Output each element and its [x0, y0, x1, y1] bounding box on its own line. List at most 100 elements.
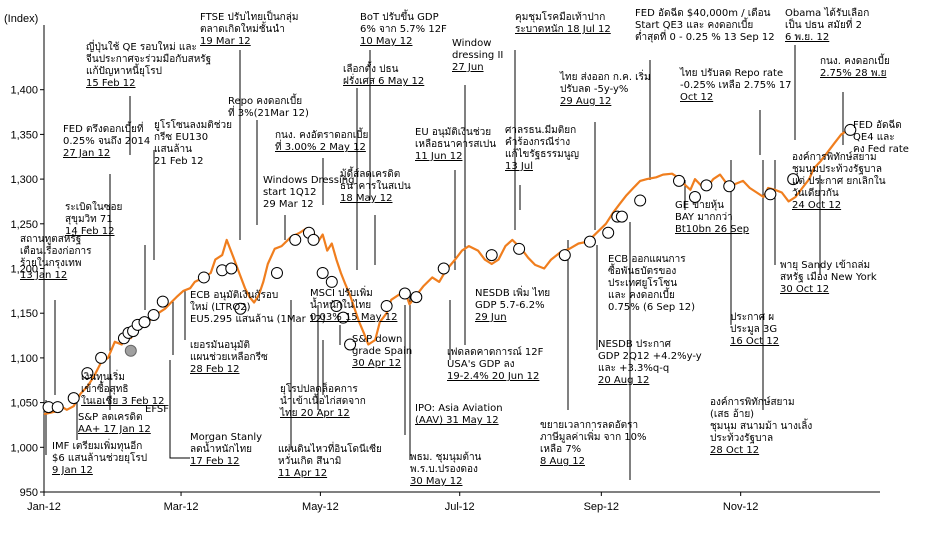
annotation-line: (AAV) 31 May 12: [415, 415, 499, 426]
event-marker: [700, 179, 713, 192]
annotation-line: 6 พ.ย. 12: [785, 32, 829, 43]
event-marker: [764, 188, 777, 201]
annotation-line: แก้ปัญหาหนี้ยุโรป: [86, 63, 162, 77]
annotation-line: ที่ 3%(21Mar 12): [228, 105, 309, 119]
annotation-line: EU5.295 แสนล้าน (1Mar 12): [190, 313, 326, 325]
annotation-line: คุมชุมโรคมือเท้าปาก: [515, 10, 605, 23]
y-tick-label: 1,200: [10, 264, 38, 276]
annotation-line: ยูโรโซนลงมติช่วย: [154, 118, 232, 131]
event-marker: [225, 262, 238, 275]
annotation-line: ไทย ส่งออก ก.ค. เริ่ม: [559, 69, 651, 83]
annotation-line: 29 Jun: [475, 312, 507, 323]
annotation-line: GE ขายหุ้น: [675, 199, 724, 211]
annotation-line: แก้ไขรัฐธรรมนูญ: [505, 148, 579, 160]
event-marker: [844, 123, 857, 136]
event-marker: [51, 401, 64, 414]
annotation-line: องค์การพิทักษ์สยาม: [792, 151, 877, 163]
annotation-line: ไทย 20 Apr 12: [279, 407, 350, 419]
event-marker: [330, 300, 343, 313]
annotation-line: ยุโรปปลดล็อคการ: [280, 381, 358, 395]
y-tick-label: 1,250: [10, 219, 38, 231]
y-tick-label: 1,050: [10, 398, 38, 410]
annotation-line: เงินทุนเริ่ม: [81, 369, 125, 383]
y-tick-label: 1,400: [10, 85, 38, 97]
annotation-line: เข้าซื้อสุทธิ: [81, 381, 128, 395]
annotation-line: 13 Jan 12: [20, 270, 67, 281]
event-marker: [138, 316, 151, 329]
event-annotation: IPO: Asia Aviation(AAV) 31 May 12: [415, 403, 503, 426]
annotation-line: สุขุมวิท 71: [65, 214, 113, 225]
annotation-line: ศาลรธน.มีมติยก: [505, 124, 576, 136]
event-marker: [81, 367, 94, 380]
x-tick-label: Mar-12: [164, 501, 199, 513]
event-marker: [602, 226, 615, 239]
annotation-leader-lines: [45, 45, 844, 480]
y-tick-label: 950: [20, 487, 38, 499]
event-marker: [787, 173, 800, 186]
event-markers: [42, 123, 857, 414]
event-annotation: ศาลรธน.มีมติยกคำร้องกรณีร่างแก้ไขรัฐธรรม…: [505, 124, 579, 172]
event-marker: [380, 300, 393, 313]
event-annotation: ไทย ส่งออก ก.ค. เริ่มปรับลด -5y-y%29 Aug…: [559, 69, 651, 107]
annotation-line: พายุ Sandy เข้าถล่ม: [780, 259, 870, 271]
annotation-line: 14 Feb 12: [65, 226, 115, 237]
annotation-line: และ +3.3%q-q: [598, 363, 669, 374]
annotation-line: เตือนเรื่องก่อการ: [20, 243, 92, 257]
annotation-line: 29 Mar 12: [263, 199, 314, 210]
annotation-line: 8 Aug 12: [540, 456, 585, 467]
y-tick-label: 1,350: [10, 129, 38, 141]
annotation-line: ระบาดหนัก 18 Jul 12: [515, 24, 611, 35]
event-marker: [437, 262, 450, 275]
annotation-line: 16 Oct 12: [730, 336, 779, 347]
x-tick-label: Jan-12: [27, 501, 61, 513]
event-annotation: องค์การพิทักษ์สยาม(เสธ อ้าย)ชุมนุม สนามม…: [710, 396, 812, 456]
annotation-line: ใหม่ (LTRO2): [190, 301, 251, 313]
annotation-line: S&P down: [352, 334, 402, 345]
annotation-line: ชุมนุม สนามม้า นางเลิ้ง: [710, 418, 812, 432]
annotation-line: IMF เตรียมเพิ่มทุนอีก: [52, 438, 142, 452]
event-annotation: S&P ลดเครดิตAA+ 17 Jan 12: [78, 412, 151, 435]
event-annotations: ญี่ปุ่นใช้ QE รอบใหม่ และจีนประกาศจะร่วม…: [20, 7, 909, 487]
event-marker: [197, 271, 210, 284]
annotation-line: 15 Feb 12: [86, 78, 136, 89]
annotation-line: และ คงดอกเบี้ย: [608, 287, 675, 301]
annotation-line: 17 Feb 12: [190, 456, 240, 467]
event-marker: [337, 311, 350, 324]
event-marker: [270, 266, 283, 279]
annotation-line: MSCI ปรับเพิ่ม: [310, 285, 373, 299]
x-tick-label: Jul-12: [445, 501, 475, 513]
annotation-line: 11 Apr 12: [278, 468, 327, 479]
annotation-line: grade Spain: [352, 346, 412, 357]
annotation-line: EU อนุมัติเงินช่วย: [415, 127, 491, 138]
annotation-line: 29 Aug 12: [560, 96, 611, 107]
annotation-line: ธนาคารในสเปน: [340, 180, 411, 192]
annotation-line: วันเดียวกัน: [792, 187, 839, 199]
y-tick-label: 1,000: [10, 442, 38, 454]
annotation-line: ซื้อพันธบัตรของ: [608, 263, 676, 277]
annotation-line: กรีซ EU130: [154, 131, 208, 143]
event-marker: [583, 235, 596, 248]
annotation-line: ประเทศยูโรโซน: [608, 276, 677, 289]
annotation-line: ระเบิดในซอย: [65, 201, 122, 213]
annotation-line: $6 แสนล้านช่วยยุโรป: [52, 451, 147, 464]
annotation-line: FED อัดฉีด: [853, 119, 902, 131]
annotation-line: นำเข้าเนื้อไก่สดจาก: [280, 393, 366, 407]
annotation-line: ECB ออกแผนการ: [608, 254, 686, 265]
